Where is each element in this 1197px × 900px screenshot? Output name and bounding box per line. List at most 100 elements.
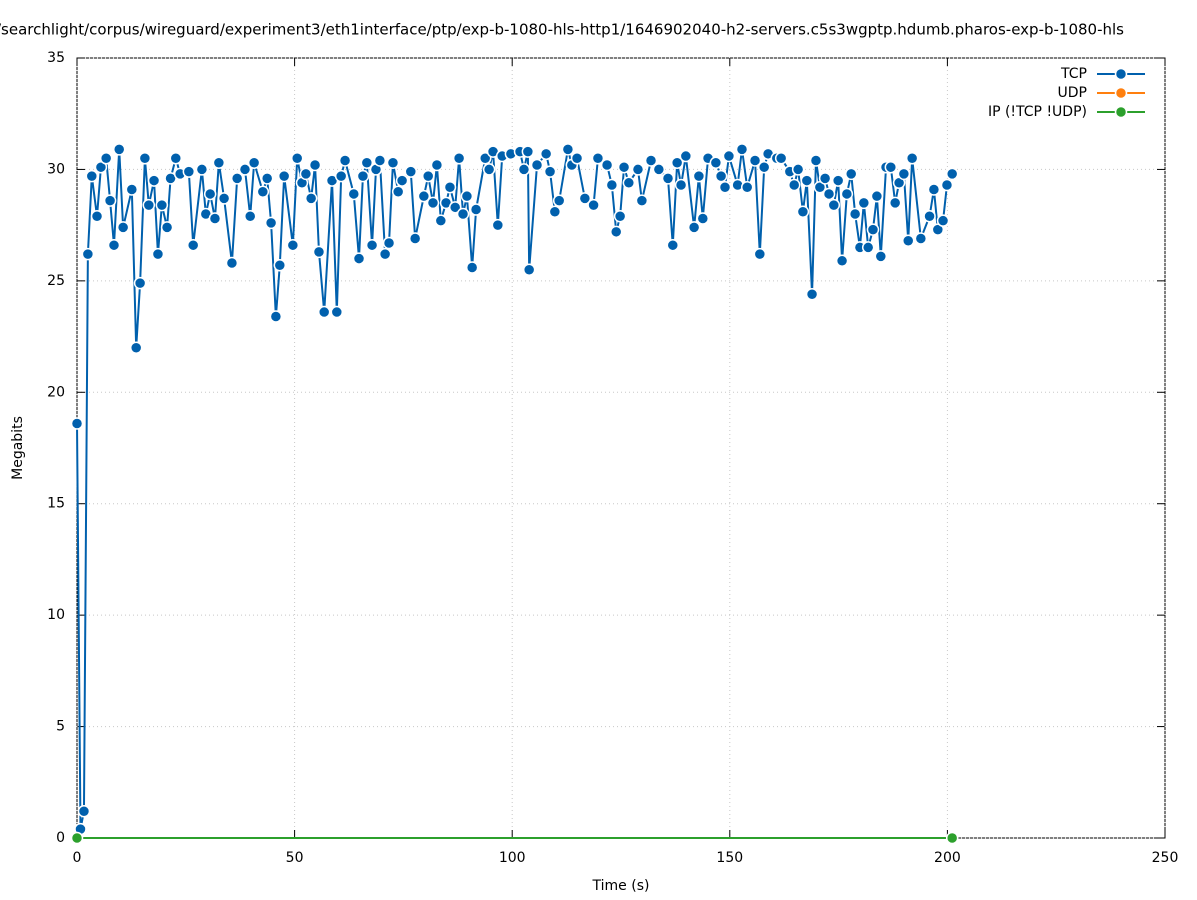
data-point [107,238,121,252]
data-point [617,160,631,174]
x-tick-label: 50 [286,850,304,866]
data-point [434,214,448,227]
data-point [465,261,479,274]
data-point [927,183,941,196]
data-point [212,156,226,169]
data-point [155,198,169,212]
data-point [622,176,636,190]
data-point [312,245,326,259]
x-tick-label: 150 [716,850,743,866]
data-point [469,203,483,216]
data-point [805,287,819,301]
data-point [356,169,370,183]
data-point [870,189,884,203]
data-point [787,178,801,192]
data-point [151,247,165,261]
data-point [652,163,666,176]
data-point [517,163,531,176]
data-point [360,156,374,169]
data-point [460,189,474,203]
data-point [866,223,880,236]
x-axis-label: Time (s) [592,878,650,894]
data-point [138,152,152,165]
data-point [391,185,405,198]
data-point [408,232,422,245]
data-point [570,152,584,165]
data-point [81,247,95,261]
data-point [142,198,156,212]
data-point [945,167,959,181]
data-point [208,212,222,225]
data-point [125,183,139,196]
data-point [186,238,200,252]
y-tick-label: 30 [47,161,65,177]
data-point [543,165,557,178]
data-point [809,154,823,167]
data-point [129,341,143,354]
data-point [670,156,684,169]
data-point [147,174,161,187]
y-tick-label: 0 [56,830,65,846]
data-point [269,310,283,323]
data-point [901,234,915,247]
data-point [848,207,862,221]
data-point [578,192,592,205]
data-point [552,194,566,207]
x-tick-label: 250 [1152,850,1179,866]
data-point [740,181,754,194]
data-point [666,238,680,252]
data-point [308,158,322,172]
data-point [243,209,257,223]
legend-label: TCP [1060,66,1087,82]
data-point [112,143,126,156]
data-point [230,172,244,185]
data-point [757,160,771,174]
data-point [277,169,291,183]
data-point [791,163,805,176]
data-point [404,165,418,178]
data-point [169,152,183,165]
data-point [748,154,762,167]
y-tick-label: 35 [47,50,65,66]
data-point [800,174,814,187]
data-point [452,152,466,165]
legend-label: IP (!TCP !UDP) [988,104,1087,120]
data-point [940,178,954,192]
data-point [635,194,649,207]
data-point [539,147,553,161]
data-point [714,169,728,183]
data-point [160,221,174,234]
data-point [334,169,348,183]
data-point [861,241,875,254]
data-point [822,187,836,201]
x-tick-label: 200 [934,850,961,866]
data-point [417,189,431,203]
data-point [217,192,231,205]
data-point [386,156,400,169]
data-point [631,163,645,176]
data-point [945,831,959,845]
data-point [430,158,444,172]
data-point [827,198,841,212]
data-point [530,158,544,172]
data-point [203,187,217,201]
data-point [365,238,379,252]
data-point [679,149,693,163]
data-point [478,152,492,165]
data-point [443,181,457,194]
data-point [735,143,749,156]
data-point [286,238,300,252]
data-point [317,305,331,319]
y-tick-label: 20 [47,384,65,400]
legend-marker [1114,86,1128,100]
data-point [753,247,767,261]
data-point [116,221,130,234]
data-point [718,181,732,194]
data-point [395,174,409,187]
data-point [818,172,832,185]
data-point [774,152,788,165]
data-point [273,259,287,272]
data-point [330,305,344,319]
data-point [299,167,313,181]
